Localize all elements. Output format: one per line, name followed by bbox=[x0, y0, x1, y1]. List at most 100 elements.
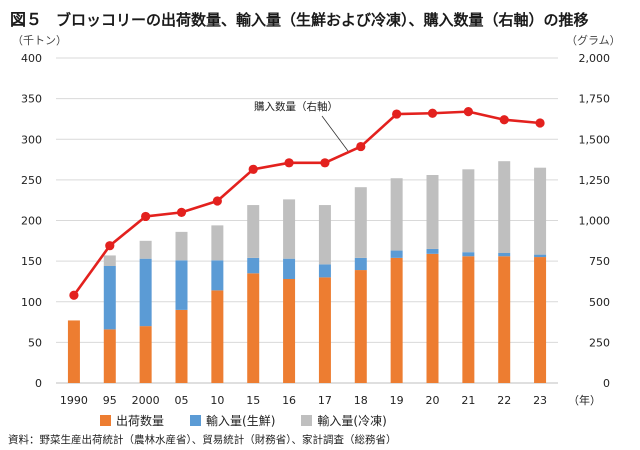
bar-shipment bbox=[211, 290, 224, 383]
purchase-point bbox=[69, 290, 79, 300]
bar-import-fresh bbox=[498, 253, 511, 257]
purchase-point bbox=[392, 109, 402, 119]
x-tick-label: 15 bbox=[246, 394, 260, 407]
bar-import-fresh bbox=[247, 257, 260, 274]
x-tick-label: 19 bbox=[390, 394, 404, 407]
bar-import-frozen bbox=[139, 240, 152, 259]
bar-import-frozen bbox=[534, 167, 547, 255]
bar-import-frozen bbox=[354, 187, 367, 258]
bar-import-frozen bbox=[390, 178, 403, 251]
bar-shipment bbox=[498, 256, 511, 383]
legend-item-import-frozen: 輸入量(冷凍) bbox=[301, 412, 387, 429]
bar-import-fresh bbox=[534, 254, 547, 258]
purchase-point bbox=[248, 164, 258, 174]
bar-import-fresh bbox=[390, 250, 403, 258]
left-tick-label: 50 bbox=[28, 336, 42, 349]
left-tick-label: 250 bbox=[21, 174, 42, 187]
x-tick-label: 20 bbox=[426, 394, 440, 407]
right-axis-ticks: 0 250 500 750 1,000 1,250 1,500 1,750 2,000 bbox=[579, 52, 611, 390]
left-tick-label: 300 bbox=[21, 133, 42, 146]
legend-swatch-shipment bbox=[100, 415, 111, 426]
purchase-point bbox=[141, 211, 151, 222]
bar-shipment bbox=[67, 320, 80, 383]
left-axis-ticks: 0 50 100 150 200 250 300 350 400 bbox=[21, 52, 42, 390]
bar-series bbox=[67, 161, 547, 383]
x-tick-label: 23 bbox=[533, 394, 547, 407]
purchase-point bbox=[176, 207, 187, 217]
purchase-point bbox=[427, 108, 438, 118]
purchase-point bbox=[320, 158, 330, 168]
legend-swatch-import-fresh bbox=[190, 415, 202, 426]
left-tick-label: 150 bbox=[21, 255, 42, 268]
figure-label: 図５ bbox=[10, 10, 43, 29]
bar-import-fresh bbox=[139, 258, 152, 327]
x-axis-ticks: 1990 95 2000 05 10 15 16 17 18 19 20 21 22 23 bbox=[60, 394, 547, 407]
bar-shipment bbox=[390, 257, 403, 383]
left-tick-label: 200 bbox=[21, 215, 42, 228]
bar-import-frozen bbox=[498, 161, 511, 253]
bar-shipment bbox=[426, 253, 439, 383]
legend-label-import-fresh: 輸入量(生鮮) bbox=[206, 414, 276, 428]
left-tick-label: 100 bbox=[21, 296, 42, 309]
x-tick-label: 21 bbox=[461, 394, 475, 407]
bar-import-fresh bbox=[426, 248, 439, 254]
purchase-point bbox=[463, 107, 473, 117]
bar-shipment bbox=[354, 270, 367, 383]
purchase-point bbox=[212, 196, 222, 206]
bar-import-frozen bbox=[247, 205, 260, 258]
bar-shipment bbox=[247, 273, 260, 383]
figure-title: ブロッコリーの出荷数量、輸入量（生鮮および冷凍）、購入数量（右軸）の推移 bbox=[56, 11, 589, 29]
bar-import-frozen bbox=[462, 169, 475, 253]
purchase-annotation-label: 購入数量（右軸） bbox=[254, 100, 338, 113]
right-tick-label: 250 bbox=[589, 336, 610, 349]
bar-import-frozen bbox=[426, 175, 439, 249]
bar-shipment bbox=[318, 277, 331, 383]
purchase-point bbox=[535, 118, 545, 128]
x-tick-label: 18 bbox=[354, 394, 368, 407]
bar-import-frozen bbox=[211, 225, 224, 261]
purchase-point bbox=[356, 141, 366, 152]
bar-shipment bbox=[283, 279, 296, 383]
x-tick-label: 95 bbox=[103, 394, 117, 407]
legend-item-shipment: 出荷数量 bbox=[100, 412, 164, 429]
left-tick-label: 0 bbox=[35, 377, 42, 390]
bar-import-fresh bbox=[175, 260, 188, 310]
x-tick-label: 10 bbox=[210, 394, 224, 407]
left-tick-label: 400 bbox=[21, 52, 42, 65]
purchase-point bbox=[284, 158, 294, 168]
right-axis-unit: （グラム） bbox=[566, 33, 621, 47]
right-tick-label: 500 bbox=[589, 296, 610, 309]
bar-import-fresh bbox=[103, 266, 116, 330]
chart-legend: 出荷数量 輸入量(生鮮) 輸入量(冷凍) bbox=[100, 412, 413, 429]
right-tick-label: 1,250 bbox=[579, 174, 611, 187]
purchase-point bbox=[105, 241, 115, 251]
bar-shipment bbox=[462, 256, 475, 383]
right-tick-label: 0 bbox=[603, 377, 610, 390]
chart-title: 図５ ブロッコリーの出荷数量、輸入量（生鮮および冷凍）、購入数量（右軸）の推移 bbox=[10, 6, 589, 30]
left-tick-label: 350 bbox=[21, 93, 42, 106]
bar-shipment bbox=[534, 257, 547, 383]
legend-label-shipment: 出荷数量 bbox=[116, 414, 165, 428]
x-tick-label: 1990 bbox=[60, 394, 88, 407]
bar-import-frozen bbox=[283, 199, 296, 259]
x-axis-unit: （年） bbox=[568, 393, 601, 407]
bar-import-frozen bbox=[175, 231, 188, 261]
bar-import-frozen bbox=[318, 205, 331, 265]
legend-swatch-import-frozen bbox=[301, 415, 313, 426]
x-tick-label: 17 bbox=[318, 394, 332, 407]
legend-label-import-frozen: 輸入量(冷凍) bbox=[317, 414, 387, 428]
bar-import-frozen bbox=[103, 255, 116, 266]
legend-item-import-fresh: 輸入量(生鮮) bbox=[190, 412, 275, 429]
bar-shipment bbox=[139, 326, 152, 383]
purchase-line bbox=[72, 110, 541, 297]
bar-import-fresh bbox=[354, 257, 367, 271]
purchase-annotation-leader bbox=[321, 115, 349, 152]
bar-import-fresh bbox=[283, 258, 296, 279]
x-tick-label: 2000 bbox=[132, 394, 160, 407]
right-tick-label: 1,500 bbox=[579, 133, 611, 146]
bar-shipment bbox=[175, 309, 188, 383]
right-tick-label: 1,000 bbox=[579, 215, 611, 228]
purchase-point bbox=[499, 115, 509, 125]
x-tick-label: 22 bbox=[497, 394, 511, 407]
